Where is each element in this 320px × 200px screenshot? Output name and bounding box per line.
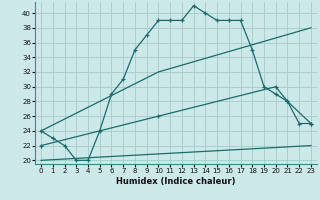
X-axis label: Humidex (Indice chaleur): Humidex (Indice chaleur) [116,177,236,186]
